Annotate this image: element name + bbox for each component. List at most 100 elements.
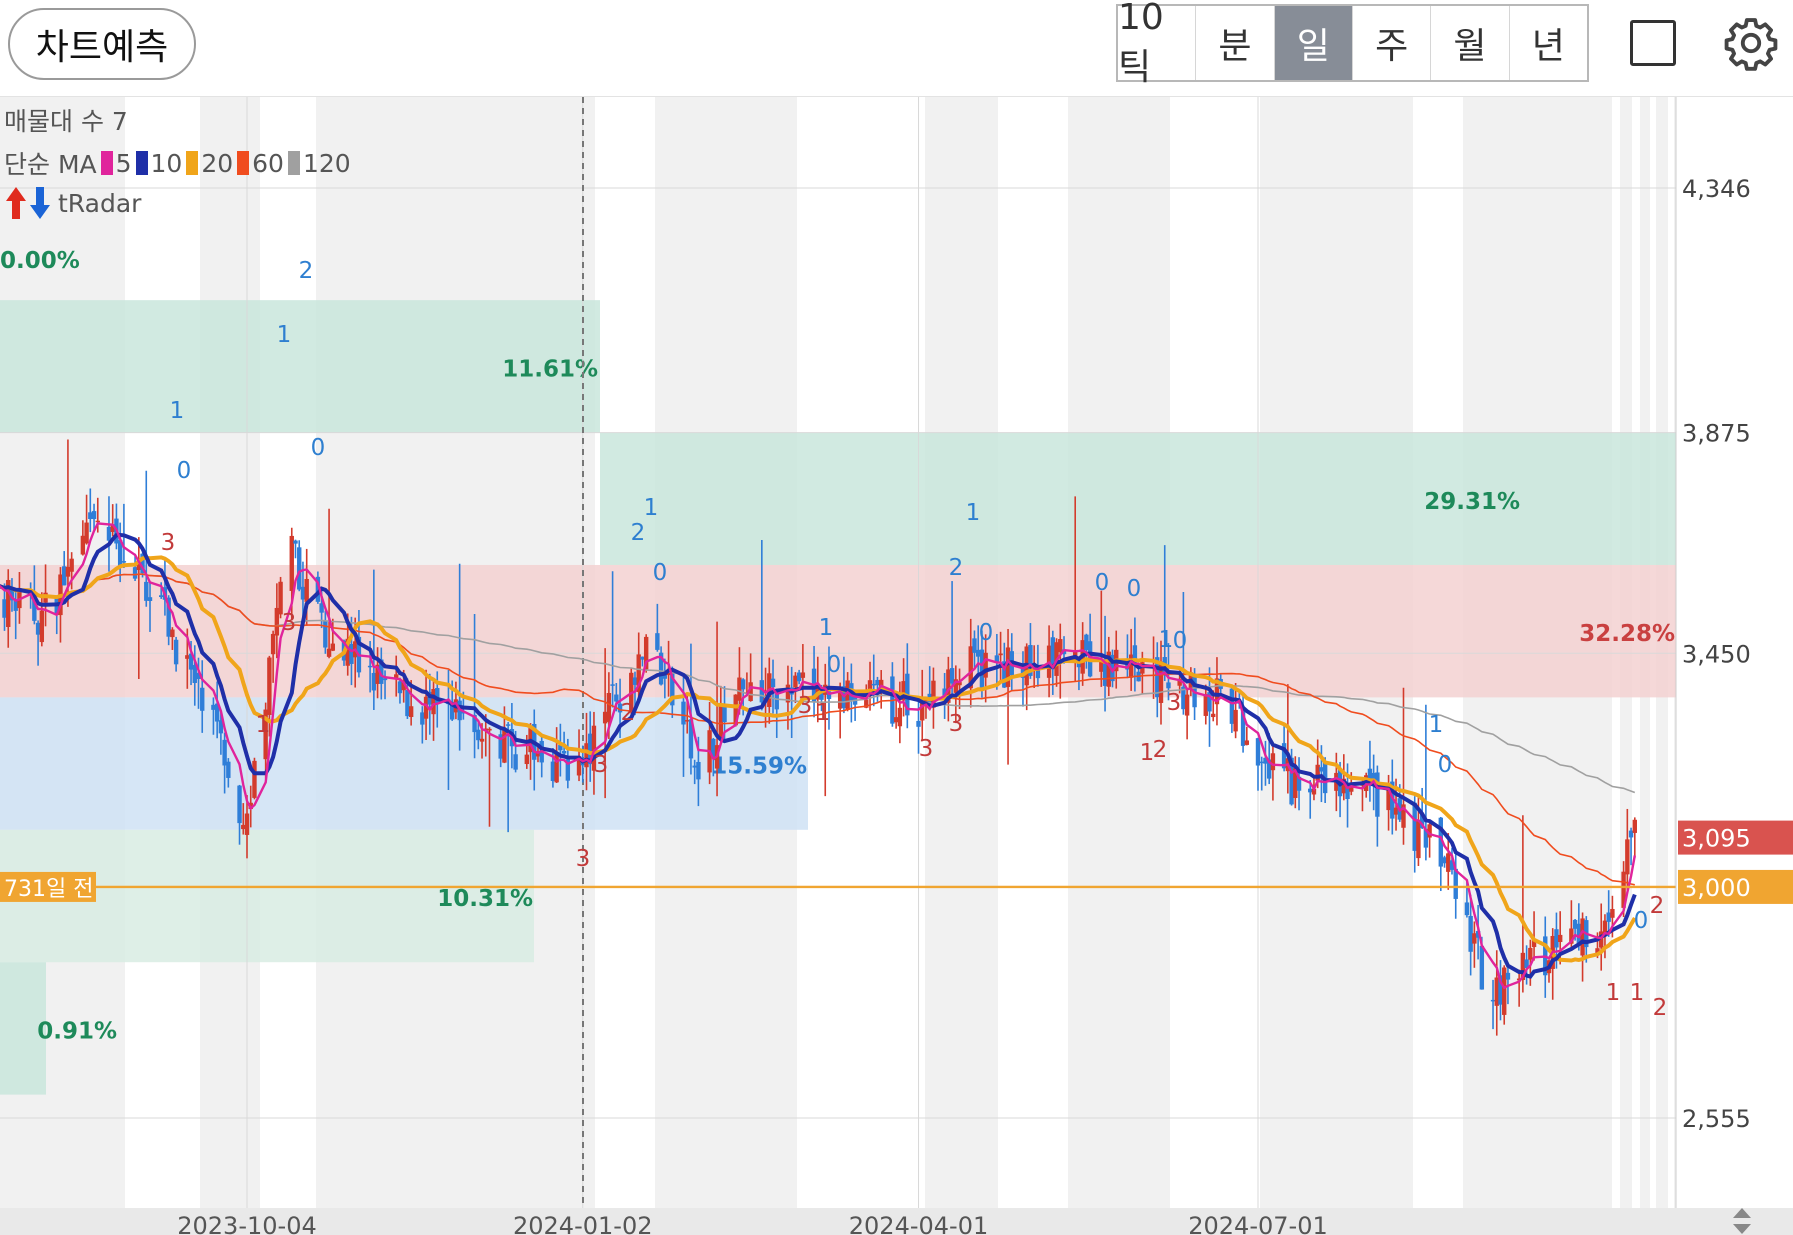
candle-body bbox=[367, 665, 373, 668]
y-axis-tick-label: 3,450 bbox=[1682, 640, 1751, 668]
price-badge-label: 3,000 bbox=[1682, 874, 1751, 902]
volume-profile-band bbox=[0, 300, 600, 433]
signal-mark-label: 2 bbox=[949, 555, 964, 581]
candle-body bbox=[371, 672, 377, 691]
signal-mark-label: 1 bbox=[816, 700, 831, 726]
candle-body bbox=[711, 738, 716, 759]
candle-body bbox=[319, 603, 324, 613]
period-tick-button[interactable]: 10틱 bbox=[1118, 0, 1197, 88]
candle-body bbox=[1255, 738, 1261, 766]
candle-body bbox=[1475, 930, 1481, 938]
candle-body bbox=[1035, 666, 1041, 679]
candle-body bbox=[1569, 928, 1574, 944]
candle-body bbox=[147, 597, 153, 601]
candle-body bbox=[1058, 639, 1063, 653]
candle-body bbox=[1599, 931, 1604, 948]
price-chart[interactable]: 0.00% 11.61% 29.31% 32.28% 15.59% 10.31% 0.91%… bbox=[0, 97, 1793, 1235]
candle-body bbox=[1520, 952, 1526, 981]
candle-body bbox=[692, 765, 697, 768]
signal-mark-label: 2 bbox=[299, 258, 314, 284]
candle-body bbox=[1002, 661, 1007, 688]
candle-body bbox=[1580, 918, 1585, 956]
candle-body bbox=[6, 579, 11, 628]
candle-body bbox=[241, 824, 246, 830]
candle-body bbox=[196, 672, 201, 680]
candle-body bbox=[427, 691, 433, 705]
candle-body bbox=[931, 680, 936, 708]
candle-body bbox=[558, 744, 563, 751]
signal-mark-label: 3 bbox=[949, 711, 964, 737]
candle-body bbox=[901, 681, 906, 701]
square-outline-icon[interactable] bbox=[1630, 20, 1676, 66]
reference-line-badge bbox=[0, 871, 96, 902]
x-axis-tick-label: 2024-04-01 bbox=[849, 1212, 988, 1235]
volume-profile-percent-label: 0.00% bbox=[0, 248, 80, 274]
volume-profile-band bbox=[0, 962, 46, 1095]
candle-body bbox=[405, 690, 410, 717]
period-minute-button[interactable]: 분 bbox=[1196, 6, 1275, 80]
candle-body bbox=[785, 684, 791, 703]
candle-body bbox=[748, 682, 753, 702]
candle-body bbox=[502, 729, 507, 763]
tradar-label: tRadar bbox=[58, 188, 142, 218]
candle-body bbox=[662, 674, 668, 679]
candle-body bbox=[297, 547, 302, 590]
candle-body bbox=[1341, 778, 1347, 794]
candle-body bbox=[323, 621, 328, 648]
candle-body bbox=[274, 607, 280, 636]
candle-body bbox=[472, 714, 477, 733]
candle-body bbox=[237, 785, 242, 824]
gear-icon[interactable] bbox=[1722, 14, 1780, 72]
candle-body bbox=[949, 668, 955, 684]
candle-body bbox=[192, 664, 197, 683]
candle-body bbox=[976, 649, 981, 657]
candle-body bbox=[244, 813, 250, 835]
candle-body bbox=[382, 678, 388, 681]
chart-predict-button[interactable]: 차트예측 bbox=[8, 8, 196, 80]
signal-mark-label: 1 bbox=[644, 495, 659, 521]
candle-body bbox=[1132, 645, 1138, 664]
signal-mark-label: 1 bbox=[256, 712, 271, 738]
y-axis-panel bbox=[1676, 97, 1793, 1208]
candle-body bbox=[226, 761, 231, 778]
candle-body bbox=[170, 629, 175, 638]
period-day-button[interactable]: 일 bbox=[1274, 6, 1353, 80]
candle-body bbox=[1102, 663, 1108, 686]
candle-body bbox=[957, 682, 962, 686]
ma60-swatch bbox=[237, 151, 250, 175]
x-axis-tick-label: 2023-10-04 bbox=[177, 1212, 316, 1235]
candle-body bbox=[1233, 709, 1238, 732]
candle-body bbox=[1308, 788, 1313, 793]
candle-body bbox=[487, 728, 492, 731]
candle-body bbox=[1028, 645, 1033, 676]
volume-profile-band bbox=[0, 697, 808, 830]
candle-body bbox=[897, 707, 903, 727]
candle-body bbox=[1427, 824, 1432, 838]
candle-body bbox=[826, 691, 832, 699]
candle-body bbox=[632, 677, 638, 685]
candle-body bbox=[345, 638, 350, 666]
candle-body bbox=[1106, 651, 1111, 687]
period-year-button[interactable]: 년 bbox=[1531, 26, 1565, 67]
candle-body bbox=[80, 535, 86, 555]
candle-body bbox=[91, 511, 97, 520]
candle-body bbox=[1181, 686, 1186, 710]
ma10-label: 10 bbox=[150, 148, 183, 178]
candle-body bbox=[1110, 654, 1115, 682]
scroll-handle-icon[interactable] bbox=[1733, 1208, 1751, 1234]
candle-body bbox=[1214, 678, 1220, 705]
moving-average-legend: 단순 MA 5 10 20 60 120 bbox=[4, 145, 351, 181]
candle-body bbox=[1319, 767, 1324, 772]
y-axis-tick-label: 3,875 bbox=[1682, 420, 1751, 448]
red-up-arrow-icon bbox=[6, 187, 26, 219]
candle-body bbox=[554, 753, 559, 783]
candle-body bbox=[1289, 757, 1294, 805]
signal-mark-label: 1 bbox=[819, 615, 834, 641]
candle-body bbox=[401, 680, 406, 691]
period-month-button[interactable]: 월 bbox=[1431, 6, 1510, 80]
ma20-swatch bbox=[186, 151, 199, 175]
candle-body bbox=[304, 578, 309, 602]
candle-body bbox=[867, 680, 873, 694]
period-week-button[interactable]: 주 bbox=[1353, 6, 1432, 80]
candle-body bbox=[293, 540, 298, 544]
